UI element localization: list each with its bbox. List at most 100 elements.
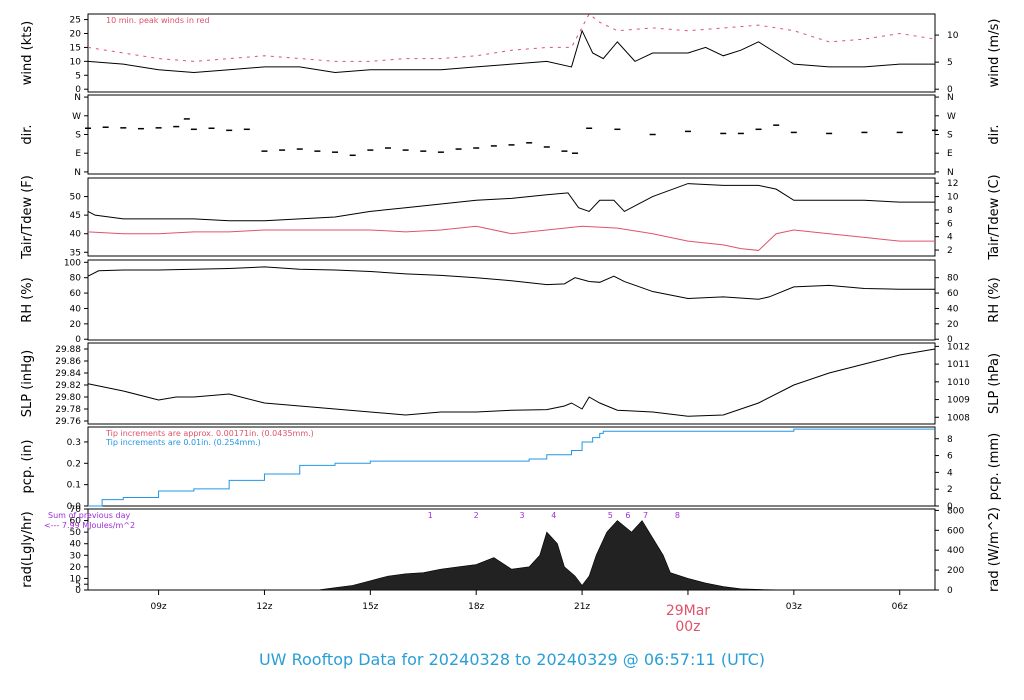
noon-marker: 5 [608, 511, 613, 520]
left-tick-label: 0 [75, 85, 81, 95]
noon-marker: 2 [474, 511, 479, 520]
ylabel-right: dir. [987, 124, 1002, 144]
right-tick-label: 200 [947, 566, 964, 576]
x-tick-label: 06z [892, 602, 908, 612]
left-tick-label: 60 [70, 517, 82, 527]
right-tick-label: 80 [947, 274, 959, 284]
ylabel-left: wind (kts) [20, 21, 35, 85]
noon-marker: 1 [428, 511, 433, 520]
panel-frame-wind [87, 13, 936, 93]
date-marker-sublabel: 00z [675, 619, 700, 635]
ylabel-left: dir. [20, 124, 35, 144]
right-tick-label: 600 [947, 526, 964, 536]
ylabel-left: RH (%) [20, 277, 35, 322]
right-tick-label: 0 [947, 502, 953, 512]
right-tick-label: 6 [947, 452, 953, 462]
left-tick-label: 25 [70, 16, 81, 26]
left-tick-label: 45 [70, 211, 81, 221]
left-tick-label: 15 [70, 43, 81, 53]
left-tick-label: 40 [70, 304, 82, 314]
right-tick-label: 4 [947, 468, 953, 478]
left-tick-label: 5 [75, 580, 81, 590]
left-tick-label: 29.78 [55, 405, 81, 415]
ylabel-right: RH (%) [987, 277, 1002, 322]
series-line-wind-line [87, 29, 935, 74]
left-tick-label: W [72, 112, 81, 122]
x-tick-label: 18z [468, 602, 484, 612]
series-line-temp-line [87, 183, 935, 222]
right-tick-label: 6 [947, 219, 953, 229]
left-tick-label: N [74, 168, 81, 178]
left-tick-label: 80 [70, 274, 82, 284]
left-tick-label: 29.82 [55, 381, 81, 391]
right-tick-label: 10 [947, 193, 959, 203]
left-tick-label: 0 [75, 335, 81, 345]
noon-marker: 8 [675, 511, 680, 520]
ylabel-left: rad(Lgly/hr) [20, 511, 35, 587]
left-tick-label: 40 [70, 230, 82, 240]
right-tick-label: 12 [947, 179, 958, 189]
panel-frame-rh [87, 259, 936, 341]
right-tick-label: 400 [947, 546, 964, 556]
panel-frame-pcp [87, 426, 936, 507]
right-tick-label: 0 [947, 85, 953, 95]
left-tick-label: 20 [70, 30, 82, 40]
left-tick-label: 0.2 [67, 459, 81, 469]
annotation-blue: Tip increments are 0.01in. (0.254mm.) [105, 438, 261, 447]
ylabel-right: SLP (hPa) [987, 353, 1002, 414]
x-tick-label: 15z [362, 602, 378, 612]
noon-marker: 3 [520, 511, 525, 520]
x-tick-label: 09z [150, 602, 166, 612]
left-tick-label: N [74, 93, 81, 103]
right-tick-label: E [947, 149, 953, 159]
annotation: 10 min. peak winds in red [106, 16, 210, 25]
left-tick-label: 5 [75, 71, 81, 81]
left-tick-label: 0.1 [67, 481, 81, 491]
left-tick-label: 70 [70, 505, 82, 515]
right-tick-label: 800 [947, 506, 964, 516]
series-line-slp-line [87, 348, 936, 417]
ylabel-right: pcp. (mm) [987, 433, 1002, 500]
left-tick-label: 29.80 [55, 393, 81, 403]
left-tick-label: 29.76 [55, 417, 81, 427]
left-tick-label: 50 [70, 528, 82, 538]
left-tick-label: 10 [70, 574, 82, 584]
left-tick-label: 35 [70, 248, 81, 258]
annotation-joules: <--- 7.99 MJoules/m^2 [44, 521, 135, 530]
left-tick-label: 29.88 [55, 345, 81, 355]
left-tick-label: 0.3 [67, 438, 81, 448]
series-line-rh-line [87, 266, 935, 300]
left-tick-label: E [75, 149, 81, 159]
radiation-area [317, 520, 794, 591]
right-tick-label: 8 [947, 206, 953, 216]
right-tick-label: 10 [947, 31, 959, 41]
right-tick-label: 1011 [947, 360, 970, 370]
series-line-wind-red [87, 13, 936, 62]
ylabel-right: wind (m/s) [987, 19, 1002, 88]
annotation-red: Tip increments are approx. 0.00171in. (0… [105, 429, 314, 438]
x-tick-label: 12z [256, 602, 272, 612]
left-tick-label: 0 [75, 586, 81, 596]
left-tick-label: 29.86 [55, 357, 81, 367]
right-tick-label: 1012 [947, 342, 970, 352]
annotation-sum: Sum of previous day [48, 511, 130, 520]
ylabel-right: Tair/Tdew (C) [987, 174, 1002, 260]
series-line-temp-red [87, 225, 935, 251]
right-tick-label: 1010 [947, 378, 970, 388]
left-tick-label: 100 [64, 258, 81, 268]
precip-step-line [88, 428, 935, 507]
right-tick-label: 60 [947, 289, 959, 299]
left-tick-label: 40 [70, 540, 82, 550]
right-tick-label: 8 [947, 435, 953, 445]
ylabel-left: SLP (inHg) [20, 350, 35, 418]
panel-frame-slp [87, 342, 936, 425]
left-tick-label: 29.84 [55, 369, 81, 379]
date-marker-label: 29Mar [666, 603, 710, 619]
right-tick-label: 0 [947, 335, 953, 345]
left-tick-label: S [75, 131, 81, 141]
noon-marker: 6 [625, 511, 630, 520]
right-tick-label: 1008 [947, 413, 970, 423]
left-tick-label: 10 [70, 57, 82, 67]
left-tick-label: 50 [70, 193, 82, 203]
